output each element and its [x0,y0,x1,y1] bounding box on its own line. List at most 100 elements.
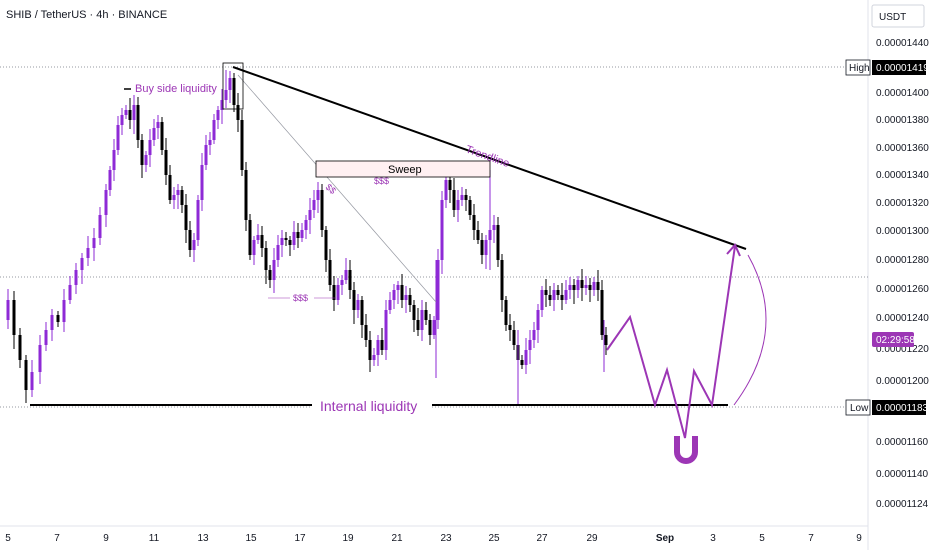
candle-body [592,282,596,290]
price-tick-label: 0.00001360 [876,143,929,154]
sweep-label: Sweep [388,164,422,176]
candle-body [352,290,356,310]
candle-body [248,220,252,255]
candle-body [172,195,176,200]
time-tick-label: 9 [103,533,109,544]
candle-body [236,105,240,120]
candle-body [132,105,136,120]
time-tick-label: Sep [656,533,674,544]
candle-body [252,240,256,255]
time-tick-label: 27 [536,533,548,544]
chart-title: SHIB / TetherUS · 4h · BINANCE [6,9,167,21]
candle-body [580,280,584,288]
candle-body [128,110,132,120]
candle-body [376,340,380,355]
price-tick-label: 0.00001440 [876,38,929,49]
low-price-tag: Low 0.00001183 [845,399,929,416]
candle-body [400,285,404,300]
candle-body [340,280,344,285]
diagonal-guide-line [237,74,437,303]
candle-body [30,372,34,390]
time-tick-label: 5 [759,533,765,544]
candle-body [268,270,272,280]
candle-body [584,285,588,288]
candle-body [104,190,108,215]
candle-body [240,120,244,170]
candle-body [444,180,448,200]
price-axis[interactable]: 0.00001440 0.00001400 0.00001380 0.00001360… [876,38,929,510]
candle-body [492,225,496,230]
candle-body [176,190,180,195]
candle-body [420,310,424,330]
candle-body [108,170,112,190]
time-tick-label: 23 [440,533,452,544]
candle-body [144,155,148,165]
candle-body [472,215,476,230]
candle-body [62,300,66,322]
candle-body [408,295,412,305]
candle-body [38,345,42,372]
candle-body [396,285,400,290]
candle-body [256,235,260,240]
candle-body [208,140,212,145]
candle-body [428,320,432,335]
currency-box[interactable] [871,4,925,28]
candle-body [344,270,348,280]
candle-body [312,200,316,210]
time-tick-label: 19 [342,533,354,544]
candle-body [24,360,28,390]
time-axis[interactable]: 5 7 9 11 13 15 17 19 21 23 25 27 29 Sep 3 5 7 9 [5,533,862,544]
candle-body [216,110,220,120]
candle-body [86,248,90,258]
candle-body [188,230,192,250]
candle-body [44,330,48,345]
candle-body [464,195,468,200]
candle-body [272,260,276,280]
internal-liquidity-label: Internal liquidity [320,398,417,414]
candle-body [68,285,72,300]
price-tick-label: 0.00001160 [876,437,929,448]
candle-body [404,295,408,300]
price-tick-label: 0.00001320 [876,198,929,209]
candle-body [336,285,340,300]
candle-body [572,285,576,290]
time-tick-label: 25 [488,533,500,544]
time-tick-label: 11 [149,533,160,544]
candle-body [576,280,580,290]
candle-body [456,200,460,210]
time-tick-label: 9 [856,533,862,544]
price-tick-label: 0.00001340 [876,170,929,181]
internal-liquidity-label-bg [312,395,432,415]
candle-body [500,260,504,300]
candle-body [348,270,352,290]
candle-body [228,78,232,90]
candle-body [540,290,544,310]
magnet-icon [674,436,698,464]
candle-body [412,305,416,320]
candle-body [496,225,500,260]
candle-body [260,235,264,248]
candle-body [532,330,536,340]
candle-body [600,290,604,335]
candle-body [56,315,60,322]
time-tick-label: 21 [391,533,403,544]
price-tick-label: 0.00001300 [876,226,929,237]
candle-body [360,300,364,325]
candle-body [156,122,160,128]
candle-body [74,270,78,285]
candle-body [232,78,236,105]
price-tick-label: 0.00001240 [876,313,929,324]
candle-body [508,325,512,330]
countdown-tag: 02:29:58 [872,332,915,347]
candle-body [160,122,164,150]
candle-body [168,175,172,200]
candle-body [436,260,440,320]
time-tick-label: 15 [245,533,257,544]
candle-body [440,200,444,260]
candle-body [328,260,332,285]
price-tick-label: 0.00001400 [876,88,929,99]
candle-body [448,180,452,190]
candle-body [196,200,200,240]
price-tick-label: 0.00001200 [876,376,929,387]
